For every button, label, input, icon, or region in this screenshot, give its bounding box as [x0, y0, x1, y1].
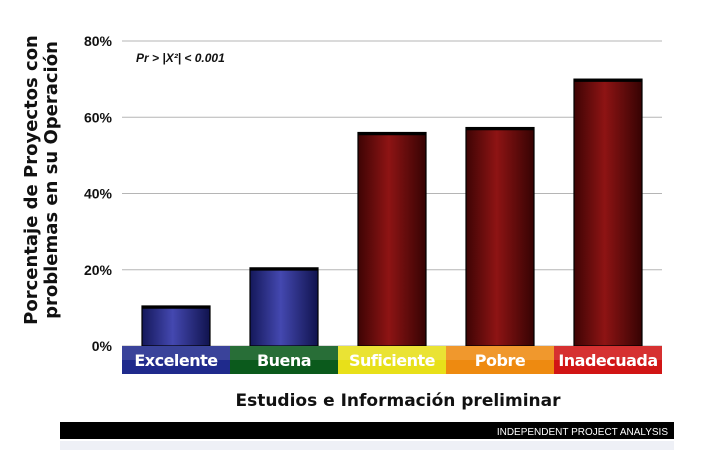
- bar-body: [357, 131, 427, 347]
- category-cell: [338, 346, 446, 374]
- category-band: Excelente Buena Suficiente Pobre Inadecuada: [122, 346, 662, 374]
- category-cell-sheen: [122, 346, 230, 360]
- y-tick-label: 40%: [84, 186, 113, 202]
- footer-strip: [60, 441, 674, 450]
- category-cell: [446, 346, 554, 374]
- category-cell: [122, 346, 230, 374]
- category-cell: [230, 346, 338, 374]
- x-category-label: Inadecuada: [558, 351, 657, 370]
- category-cell-sheen: [554, 346, 662, 360]
- footer-bar: [60, 422, 674, 439]
- y-tick-label: 80%: [84, 33, 113, 49]
- y-tick-label: 20%: [84, 262, 113, 278]
- bar: [141, 305, 211, 347]
- bar-body: [141, 305, 211, 347]
- bar-body: [249, 267, 319, 347]
- x-category-label: Excelente: [134, 351, 218, 370]
- bar: [357, 131, 427, 347]
- x-axis-label: Estudios e Información preliminar: [235, 391, 561, 411]
- y-tick-label: 60%: [84, 109, 113, 125]
- footer-text: INDEPENDENT PROJECT ANALYSIS: [497, 427, 668, 438]
- bars: [141, 78, 643, 347]
- category-cell-sheen: [338, 346, 446, 360]
- bar: [573, 78, 643, 347]
- category-cell-sheen: [230, 346, 338, 360]
- category-cell: [554, 346, 662, 374]
- x-category-label: Buena: [257, 351, 311, 370]
- x-category-label: Pobre: [475, 351, 526, 370]
- bar-body: [465, 126, 535, 347]
- bar: [465, 126, 535, 347]
- category-cell-sheen: [446, 346, 554, 360]
- y-axis-label-line-1: Porcentaje de Proyectos con: [21, 35, 42, 325]
- chi-square-annotation: Pr > |X²| < 0.001: [136, 51, 225, 65]
- x-category-label: Suficiente: [349, 351, 436, 370]
- y-axis-label-line-2: problemas en su Operación: [41, 41, 62, 319]
- y-tick-label: 0%: [92, 338, 113, 354]
- bar: [249, 267, 319, 347]
- bar-body: [573, 78, 643, 347]
- y-axis-ticks: 0% 20% 40% 60% 80%: [84, 33, 113, 354]
